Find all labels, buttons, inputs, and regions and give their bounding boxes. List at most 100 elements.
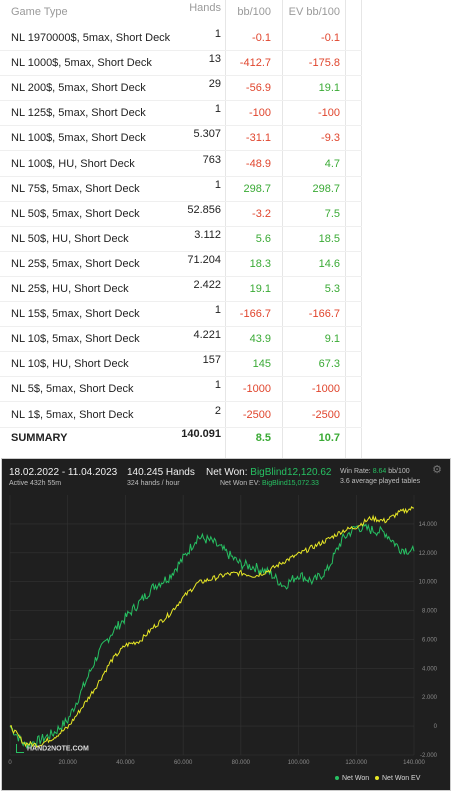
row-ev-bb100: 5.3 [324, 283, 340, 295]
table-row[interactable]: NL 1$, 5max, Short Deck 2 -2500 -2500 [0, 403, 362, 428]
net-won-ev-value: BigBlind15,072.33 [262, 480, 319, 487]
y-tick-label: 12.000 [419, 551, 438, 557]
row-hands: 4.221 [193, 329, 221, 342]
row-game-type: NL 5$, 5max, Short Deck [11, 383, 134, 396]
row-bb100: 5.6 [255, 232, 271, 245]
row-hands: 71.204 [187, 253, 221, 266]
net-won-value: BigBlind12,120.62 [250, 467, 332, 478]
table-row[interactable]: NL 25$, 5max, Short Deck 71.204 18.3 14.6 [0, 252, 362, 277]
legend-label: Net Won EV [382, 775, 421, 782]
row-game-type: NL 200$, 5max, Short Deck [11, 82, 146, 95]
table-row[interactable]: NL 10$, 5max, Short Deck 4.221 43.9 9.1 [0, 327, 362, 352]
table-row[interactable]: NL 15$, 5max, Short Deck 1 -166.7 -166.7 [0, 302, 362, 327]
logo-text: HAND2NOTE.COM [27, 745, 89, 753]
row-bb100: -100 [248, 107, 271, 120]
table-row[interactable]: NL 5$, 5max, Short Deck 1 -1000 -1000 [0, 377, 362, 402]
row-game-type: NL 125$, 5max, Short Deck [11, 107, 146, 120]
row-ev-bb100: -166.7 [308, 308, 340, 321]
logo: HAND2NOTE.COM [16, 744, 89, 753]
table-row[interactable]: NL 100$, HU, Short Deck 763 -48.9 4.7 [0, 152, 362, 177]
row-ev-bb100: -9.3 [321, 132, 340, 145]
table-row[interactable]: NL 75$, 5max, Short Deck 1 298.7 298.7 [0, 177, 362, 202]
win-rate: Win Rate: 8.64 bb/100 [340, 468, 410, 475]
table-row[interactable]: NL 1000$, 5max, Short Deck 13 -412.7 -175.8 [0, 51, 362, 76]
series-line-net-won [9, 522, 415, 749]
row-divider [0, 250, 362, 252]
gear-icon[interactable]: ⚙ [432, 464, 442, 476]
row-hands: 1 [214, 28, 221, 40]
row-bb100: 298.7 [243, 182, 271, 195]
date-range: 18.02.2022 - 11.04.2023 [9, 467, 118, 478]
bankroll-graph: -2.000 0 2.000 4.000 6.000 8.000 10.000 12.000 1… [8, 495, 438, 766]
row-game-type: NL 25$, HU, Short Deck [11, 283, 129, 295]
x-tick-label: 80.000 [232, 760, 251, 766]
x-tick-label: 100.000 [288, 760, 310, 766]
row-ev-bb100: 9.1 [324, 333, 340, 346]
header-ev-bb100[interactable]: EV bb/100 [288, 6, 340, 18]
series-line-net-won-ev [9, 506, 414, 748]
row-ev-bb100: 298.7 [312, 182, 340, 195]
row-ev-bb100: -1000 [311, 383, 340, 396]
row-bb100: -0.1 [252, 32, 271, 44]
row-game-type: NL 75$, 5max, Short Deck [11, 182, 140, 195]
y-tick-label: 2.000 [422, 695, 438, 701]
hands-per-hour: 324 hands / hour [127, 480, 180, 487]
row-divider [0, 175, 362, 177]
hands-count: 140.245 Hands [127, 467, 195, 478]
column-divider [361, 0, 362, 458]
x-tick-label: 0 [8, 760, 12, 766]
row-hands: 763 [202, 153, 221, 166]
row-divider [0, 200, 362, 202]
y-tick-label: -2.000 [420, 753, 438, 759]
net-won: Net Won: BigBlind12,120.62 [206, 467, 331, 478]
table-row[interactable]: NL 50$, 5max, Short Deck 52.856 -3.2 7.5 [0, 202, 362, 227]
avg-tables: 3.6 average played tables [340, 478, 421, 485]
row-ev-bb100: -0.1 [321, 32, 340, 44]
summary-bb100: 8.5 [255, 432, 271, 444]
row-game-type: NL 100$, 5max, Short Deck [11, 132, 146, 145]
table-row[interactable]: NL 200$, 5max, Short Deck 29 -56.9 19.1 [0, 76, 362, 101]
header-bb100[interactable]: bb/100 [237, 6, 271, 18]
column-divider [345, 0, 346, 458]
row-divider [0, 401, 362, 403]
row-hands: 5.307 [193, 128, 221, 141]
table-row[interactable]: NL 100$, 5max, Short Deck 5.307 -31.1 -9.3 [0, 126, 362, 151]
row-divider [0, 351, 362, 353]
table-row[interactable]: NL 10$, HU, Short Deck 157 145 67.3 [0, 352, 362, 377]
row-game-type: NL 100$, HU, Short Deck [11, 157, 135, 170]
row-game-type: NL 1970000$, 5max, Short Deck [11, 32, 171, 44]
column-divider [225, 0, 226, 458]
net-won-ev: Net Won EV: BigBlind15,072.33 [220, 480, 319, 487]
table-row[interactable]: NL 25$, HU, Short Deck 2.422 19.1 5.3 [0, 277, 362, 302]
row-bb100: -31.1 [245, 132, 271, 145]
table-row[interactable]: NL 125$, 5max, Short Deck 1 -100 -100 [0, 101, 362, 126]
win-rate-unit: bb/100 [388, 468, 410, 475]
x-tick-label: 60.000 [174, 760, 193, 766]
table-row[interactable]: NL 1970000$, 5max, Short Deck 1 -0.1 -0.1 [0, 26, 362, 51]
row-divider [0, 100, 362, 102]
table-header: Game Type Hands bb/100 EV bb/100 [0, 0, 362, 25]
row-game-type: NL 10$, HU, Short Deck [11, 358, 129, 371]
row-game-type: NL 50$, HU, Short Deck [11, 232, 129, 245]
x-tick-label: 140.000 [403, 760, 425, 766]
y-tick-label: 6.000 [422, 637, 438, 643]
row-game-type: NL 25$, 5max, Short Deck [11, 257, 140, 270]
table-row[interactable]: NL 50$, HU, Short Deck 3.112 5.6 18.5 [0, 227, 362, 252]
row-divider [0, 225, 362, 227]
y-tick-label: 4.000 [422, 666, 438, 672]
row-hands: 2.422 [193, 279, 221, 291]
header-hands[interactable]: Hands [189, 2, 221, 14]
header-game-type[interactable]: Game Type [11, 6, 68, 18]
row-bb100: -48.9 [245, 157, 271, 170]
net-won-ev-label: Net Won EV: [220, 480, 261, 487]
row-hands: 2 [214, 404, 221, 417]
row-bb100: -166.7 [239, 308, 271, 321]
column-divider [282, 0, 283, 458]
legend-marker [335, 776, 339, 781]
row-hands: 1 [214, 379, 221, 392]
row-ev-bb100: -175.8 [308, 57, 340, 70]
row-divider [0, 326, 362, 328]
row-bb100: -412.7 [239, 57, 271, 70]
row-hands: 1 [214, 178, 221, 191]
legend-net-won: Net Won [335, 775, 369, 782]
